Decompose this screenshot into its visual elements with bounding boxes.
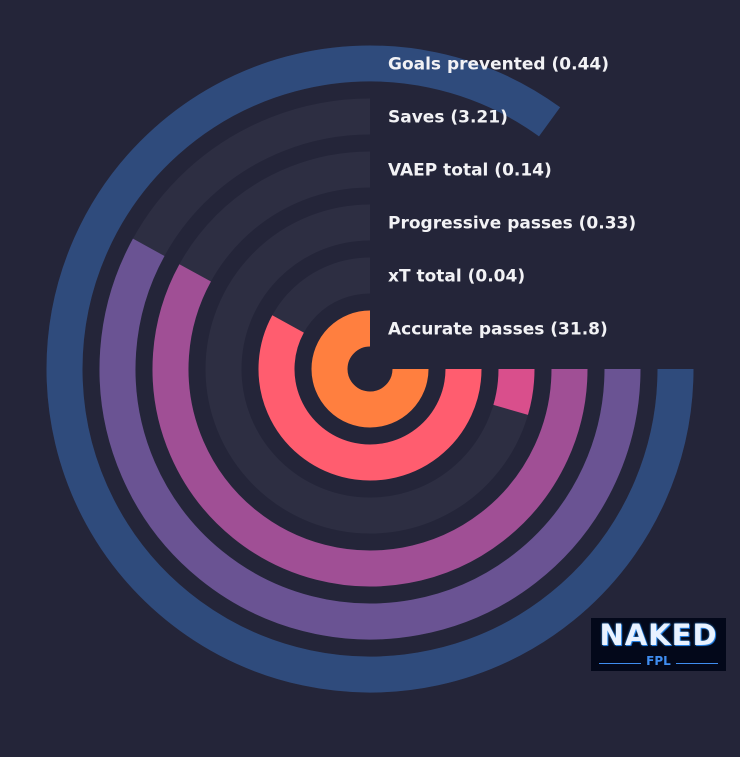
ring-bar-0 — [311, 310, 429, 428]
ring-label-1: xT total (0.04) — [388, 267, 525, 287]
ring-label-0: Accurate passes (31.8) — [388, 320, 608, 340]
logo-line-right — [676, 663, 718, 664]
logo-sub: FPL — [646, 654, 671, 668]
ring-labels: Accurate passes (31.8) xT total (0.04) Pro… — [388, 55, 636, 340]
naked-fpl-logo: NAKED FPL — [591, 618, 726, 671]
ring-track-2 — [205, 204, 535, 534]
logo-line-left — [599, 663, 641, 664]
ring-bar-1 — [258, 315, 482, 481]
ring-label-5: Goals prevented (0.44) — [388, 55, 609, 75]
ring-bar-5 — [46, 45, 694, 693]
ring-bar-4 — [99, 238, 641, 640]
ring-bar-2 — [493, 368, 535, 415]
logo-word: NAKED — [599, 618, 718, 652]
ring-label-2: Progressive passes (0.33) — [388, 214, 636, 234]
ring-bars — [46, 45, 694, 693]
ring-bar-3 — [152, 264, 588, 587]
ring-label-4: Saves (3.21) — [388, 108, 508, 128]
ring-label-3: VAEP total (0.14) — [388, 161, 552, 181]
